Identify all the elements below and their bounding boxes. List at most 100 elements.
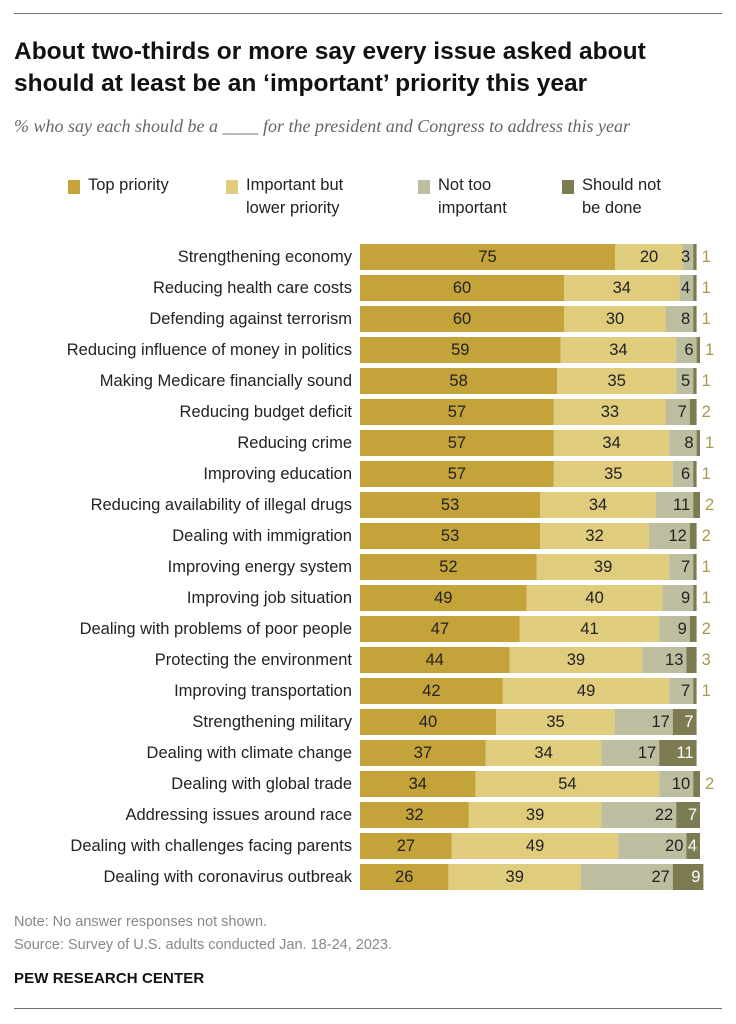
bar-top-priority: [360, 461, 554, 487]
bar-top-priority: [360, 833, 452, 859]
data-label-not-too-important: 6: [684, 341, 693, 359]
bar-not-too-important: [659, 616, 690, 642]
bar-not-too-important: [676, 368, 694, 394]
bar-top-priority: [360, 709, 496, 735]
data-label-top-priority: 34: [409, 775, 427, 793]
data-label-not-too-important: 10: [672, 775, 690, 793]
data-label-not-too-important: 17: [638, 744, 656, 762]
bar-row-improving-education: Improving education 57 35 6 1: [203, 461, 711, 487]
bar-row-dealing-with-immigration: Dealing with immigration 53 32 12 2: [172, 523, 711, 549]
data-label-not-too-important: 9: [678, 620, 687, 638]
data-label-important: 39: [567, 651, 585, 669]
data-label-not-too-important: 7: [681, 682, 690, 700]
category-label: Improving transportation: [174, 682, 352, 700]
chart-note: Note: No answer responses not shown.: [14, 914, 268, 930]
bar-should-not-be-done: [693, 461, 697, 487]
pew-research-center-logo: PEW RESEARCH CENTER: [14, 970, 205, 987]
top-rule: [14, 13, 722, 14]
bar-important: [536, 554, 670, 580]
bar-not-too-important: [669, 554, 694, 580]
chart-source: Source: Survey of U.S. adults conducted …: [14, 937, 393, 953]
bar-should-not-be-done: [686, 647, 697, 673]
data-label-top-priority: 60: [453, 310, 471, 328]
bar-should-not-be-done: [696, 430, 700, 456]
bar-top-priority: [360, 585, 527, 611]
data-label-important: 35: [608, 372, 626, 390]
bar-should-not-be-done: [693, 492, 700, 518]
legend-label-should-not-be-done: Should not be done: [582, 176, 661, 217]
category-label: Dealing with coronavirus outbreak: [103, 868, 352, 886]
category-label: Reducing health care costs: [153, 279, 352, 297]
bar-important: [475, 771, 660, 797]
data-label-important: 34: [534, 744, 552, 762]
bar-row-dealing-with-challenges-facing-parents: Dealing with challenges facing parents 27…: [70, 833, 700, 859]
bar-important: [509, 647, 643, 673]
bar-not-too-important: [655, 492, 694, 518]
legend-swatch-not-too-important: [418, 180, 430, 194]
bar-important: [564, 306, 666, 332]
category-label: Improving education: [203, 465, 352, 483]
data-label-top-priority: 57: [448, 403, 466, 421]
data-label-top-priority: 27: [397, 837, 415, 855]
data-label-should-not-be-done: 1: [705, 434, 714, 452]
bar-important: [496, 709, 615, 735]
data-label-not-too-important: 8: [681, 310, 690, 328]
data-label-important: 34: [602, 434, 620, 452]
data-label-top-priority: 37: [414, 744, 432, 762]
data-label-not-too-important: 7: [681, 558, 690, 576]
bar-important: [451, 833, 619, 859]
bar-should-not-be-done: [686, 833, 700, 859]
legend-swatch-important: [226, 180, 238, 194]
bar-should-not-be-done: [676, 802, 700, 828]
data-label-not-too-important: 4: [681, 279, 690, 297]
data-label-should-not-be-done: 7: [688, 806, 697, 824]
bar-row-dealing-with-climate-change: Dealing with climate change 37 34 17 11: [147, 740, 697, 766]
bar-row-reducing-health-care-costs: Reducing health care costs 60 34 4 1: [153, 275, 711, 301]
data-label-top-priority: 52: [439, 558, 457, 576]
bar-top-priority: [360, 399, 554, 425]
bar-should-not-be-done: [696, 337, 700, 363]
bar-not-too-important: [669, 678, 694, 704]
data-label-top-priority: 53: [441, 527, 459, 545]
bar-not-too-important: [679, 275, 694, 301]
bar-row-making-medicare-financially-sound: Making Medicare financially sound 58 35 5 1: [100, 368, 711, 394]
bar-row-reducing-budget-deficit: Reducing budget deficit 57 33 7 2: [180, 399, 711, 425]
bar-row-reducing-influence-of-money-in-politics: Reducing influence of money in politics 5…: [67, 337, 714, 363]
bar-important: [519, 616, 660, 642]
bar-row-defending-against-terrorism: Defending against terrorism 60 30 8 1: [149, 306, 711, 332]
data-label-important: 49: [577, 682, 595, 700]
bar-important: [553, 461, 673, 487]
bar-important: [615, 244, 683, 270]
data-label-not-too-important: 9: [681, 589, 690, 607]
bar-not-too-important: [581, 864, 673, 890]
category-label: Improving energy system: [168, 558, 352, 576]
data-label-important: 41: [580, 620, 598, 638]
data-label-top-priority: 32: [405, 806, 423, 824]
bar-important: [553, 399, 666, 425]
bar-top-priority: [360, 523, 541, 549]
data-label-not-too-important: 11: [673, 496, 690, 514]
bar-important: [468, 802, 602, 828]
bar-important: [553, 430, 670, 456]
bar-row-reducing-availability-of-illegal-drugs: Reducing availability of illegal drugs 53…: [91, 492, 714, 518]
legend-label-not-too-important: Not too important: [438, 176, 507, 217]
bar-top-priority: [360, 771, 476, 797]
bar-not-too-important: [601, 740, 660, 766]
bar-row-dealing-with-coronavirus-outbreak: Dealing with coronavirus outbreak 26 39 27 9: [103, 864, 704, 890]
data-label-should-not-be-done: 1: [702, 558, 711, 576]
data-label-not-too-important: 6: [681, 465, 690, 483]
category-label: Dealing with immigration: [172, 527, 352, 545]
bar-should-not-be-done: [689, 399, 697, 425]
data-label-important: 34: [589, 496, 607, 514]
bar-not-too-important: [649, 523, 690, 549]
category-label: Dealing with global trade: [171, 775, 352, 793]
data-label-should-not-be-done: 1: [702, 279, 711, 297]
data-label-not-too-important: 22: [655, 806, 673, 824]
category-label: Reducing influence of money in politics: [67, 341, 352, 359]
data-label-should-not-be-done: 1: [702, 589, 711, 607]
data-label-should-not-be-done: 2: [705, 775, 714, 793]
data-label-not-too-important: 12: [668, 527, 686, 545]
bar-top-priority: [360, 864, 449, 890]
data-label-top-priority: 40: [419, 713, 437, 731]
data-label-top-priority: 60: [453, 279, 471, 297]
